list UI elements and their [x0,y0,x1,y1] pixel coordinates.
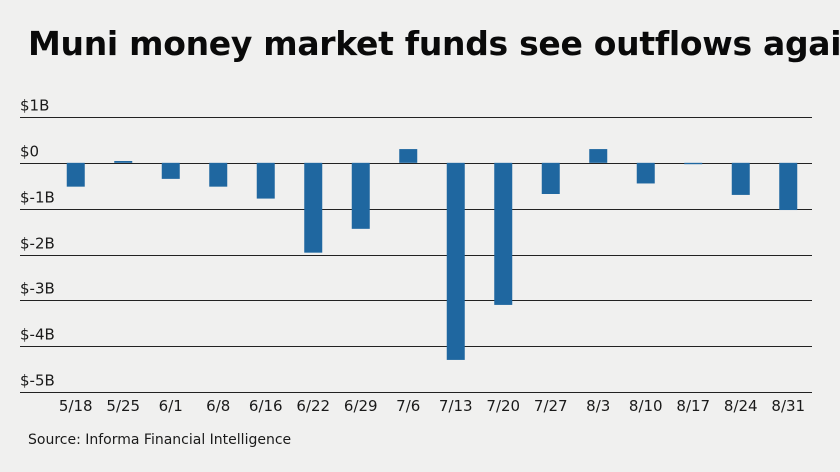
y-tick-label: $-4B [20,326,55,344]
x-tick-label: 6/1 [159,397,183,415]
x-tick-label: 8/17 [676,397,710,415]
bar [446,162,465,360]
bar [779,162,798,211]
bar [731,162,750,195]
bar [684,162,703,165]
source-note: Source: Informa Financial Intelligence [28,432,292,448]
x-tick-label: 6/16 [249,397,283,415]
y-tick-label: $-2B [20,235,55,253]
y-axis-tick-labels: $1B $0 $-1B $-2B $-3B $-4B $-5B [20,97,55,390]
x-tick-label: 8/31 [771,397,805,415]
bar [541,162,560,194]
bars [66,149,798,360]
x-tick-label: 7/13 [439,397,473,415]
x-tick-label: 8/24 [724,397,758,415]
bar [256,162,275,199]
bar [636,162,655,184]
bar [161,162,180,179]
x-tick-label: 6/22 [296,397,330,415]
bar [399,149,418,163]
bar [114,161,133,163]
x-tick-label: 6/8 [206,397,230,415]
x-tick-label: 7/27 [534,397,568,415]
y-tick-label: $0 [20,143,39,161]
y-tick-label: $1B [20,97,49,115]
x-tick-label: 8/3 [586,397,610,415]
bar [494,162,513,305]
x-tick-label: 6/29 [344,397,378,415]
x-axis-tick-labels: 5/18 5/25 6/1 6/8 6/16 6/22 6/29 7/6 7/13 7/20 7/2… [59,397,805,415]
y-tick-label: $-5B [20,372,55,390]
gridlines [20,117,812,393]
y-tick-label: $-3B [20,280,55,298]
x-tick-label: 5/25 [106,397,140,415]
x-tick-label: 8/10 [629,397,663,415]
bar [351,162,370,229]
chart-title: Muni money market funds see outflows aga… [28,24,840,63]
y-tick-label: $-1B [20,189,55,207]
bar [66,162,85,187]
x-tick-label: 5/18 [59,397,93,415]
x-tick-label: 7/20 [486,397,520,415]
bar [589,149,608,163]
x-tick-label: 7/6 [396,397,420,415]
bar [304,162,323,253]
bar [209,162,228,187]
